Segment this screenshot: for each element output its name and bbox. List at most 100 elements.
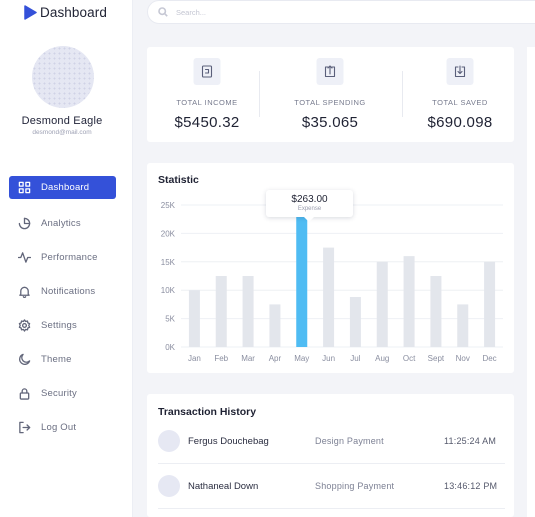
stat-divider xyxy=(402,71,403,117)
sidebar-item-settings[interactable]: Settings xyxy=(9,314,116,337)
stat-value: $5450.32 xyxy=(174,114,240,131)
y-tick-label: 20K xyxy=(161,229,176,238)
sidebar-item-label: Analytics xyxy=(41,218,81,229)
transaction-time: 13:46:12 PM xyxy=(444,481,498,491)
y-tick-label: 10K xyxy=(161,286,176,295)
bar-sept[interactable] xyxy=(430,276,442,347)
x-tick-label: Mar xyxy=(241,354,255,363)
x-tick-label: Jun xyxy=(322,354,335,363)
x-tick-label: Apr xyxy=(269,354,282,363)
activity-icon xyxy=(17,251,31,265)
sidebar-item-label: Notifications xyxy=(41,286,96,297)
stat-label: TOTAL SPENDING xyxy=(294,98,366,107)
y-tick-label: 0K xyxy=(165,343,175,352)
transaction-name: Nathaneal Down xyxy=(188,480,259,492)
statistic-bar-chart: 0K 5K 10K 15K 20K 25K Jan Feb Mar Apr May Jun Jul Aug… xyxy=(161,201,503,363)
sidebar-item-label: Theme xyxy=(41,354,72,365)
chart-tooltip: $263.00 Expense xyxy=(266,190,353,222)
brand-logo[interactable]: Dashboard xyxy=(24,3,107,21)
bar-aug[interactable] xyxy=(376,261,388,347)
sidebar: Dashboard Desmond Eagle desmond@mail.com… xyxy=(0,0,133,517)
sidebar-item-label: Security xyxy=(41,388,77,399)
wallet-icon xyxy=(193,58,221,85)
search-bar[interactable] xyxy=(147,0,535,24)
stat-total-income: TOTAL INCOME $5450.32 xyxy=(147,47,267,142)
bar-mar[interactable] xyxy=(242,276,254,347)
sidebar-item-notifications[interactable]: Notifications xyxy=(9,280,116,303)
stat-label: TOTAL SAVED xyxy=(432,98,488,107)
logout-icon xyxy=(17,421,31,435)
tooltip-label: Expense xyxy=(297,206,322,212)
stat-divider xyxy=(259,71,260,117)
search-icon xyxy=(158,7,168,17)
avatar xyxy=(158,475,180,497)
sidebar-item-dashboard[interactable]: Dashboard xyxy=(9,176,116,199)
sidebar-item-label: Log Out xyxy=(41,422,77,433)
grid-icon xyxy=(17,181,31,195)
brand-name: Dashboard xyxy=(40,4,107,20)
sidebar-item-analytics[interactable]: Analytics xyxy=(9,212,116,235)
stat-total-spending: TOTAL SPENDING $35.065 xyxy=(270,47,390,142)
row-divider xyxy=(158,508,505,509)
transaction-type: Shopping Payment xyxy=(315,481,395,491)
transaction-time: 11:25:24 AM xyxy=(444,436,497,446)
bar-nov[interactable] xyxy=(457,304,469,347)
transaction-type: Design Payment xyxy=(315,436,384,446)
bar-apr[interactable] xyxy=(269,304,281,347)
transactions-title: Transaction History xyxy=(158,406,257,418)
sidebar-item-label: Performance xyxy=(41,252,98,263)
sidebar-item-security[interactable]: Security xyxy=(9,382,116,405)
gear-icon xyxy=(17,319,31,333)
transaction-row[interactable]: Fergus Douchebag Design Payment 11:25:24… xyxy=(158,420,505,462)
transaction-name: Fergus Douchebag xyxy=(188,435,269,447)
y-tick-label: 15K xyxy=(161,258,176,267)
stat-value: $35.065 xyxy=(301,114,359,131)
search-input[interactable] xyxy=(176,7,476,17)
sidebar-item-log-out[interactable]: Log Out xyxy=(9,416,116,439)
sidebar-item-theme[interactable]: Theme xyxy=(9,348,116,371)
row-divider xyxy=(158,463,505,464)
y-tick-label: 25K xyxy=(161,201,176,210)
x-tick-label: Aug xyxy=(375,354,389,363)
x-tick-label: May xyxy=(294,354,309,363)
x-tick-label: Sept xyxy=(428,354,445,363)
user-name: Desmond Eagle xyxy=(21,115,103,127)
x-tick-label: Oct xyxy=(403,354,416,363)
bar-may[interactable] xyxy=(296,216,308,347)
statistic-chart-card: Statistic 0K 5K 10K 15K 20K 25K Jan Feb Mar Apr Ma… xyxy=(147,163,514,373)
moon-icon xyxy=(17,353,31,367)
x-tick-label: Dec xyxy=(482,354,496,363)
transaction-history-card: Transaction History Fergus Douchebag Des… xyxy=(147,394,514,517)
user-email: desmond@mail.com xyxy=(32,129,92,136)
x-tick-label: Jul xyxy=(350,354,360,363)
tooltip-value: $263.00 xyxy=(291,194,328,205)
bar-dec[interactable] xyxy=(484,261,496,347)
download-box-icon xyxy=(446,58,474,85)
bar-oct[interactable] xyxy=(403,256,415,347)
stats-card: TOTAL INCOME $5450.32 TOTAL SPENDING $35… xyxy=(147,47,514,142)
sidebar-item-label: Settings xyxy=(41,320,77,331)
stat-label: TOTAL INCOME xyxy=(176,98,238,107)
user-avatar[interactable] xyxy=(32,46,94,108)
pie-chart-icon xyxy=(17,217,31,231)
bell-icon xyxy=(17,285,31,299)
bar-jul[interactable] xyxy=(349,297,361,347)
x-tick-label: Nov xyxy=(456,354,470,363)
upload-box-icon xyxy=(316,58,344,85)
stat-total-saved: TOTAL SAVED $690.098 xyxy=(400,47,520,142)
play-logo-icon xyxy=(24,4,37,20)
sidebar-item-label: Dashboard xyxy=(41,182,90,193)
right-panel-edge xyxy=(527,47,535,517)
x-tick-label: Jan xyxy=(188,354,201,363)
avatar xyxy=(158,430,180,452)
x-tick-label: Feb xyxy=(214,354,228,363)
lock-icon xyxy=(17,387,31,401)
bar-feb[interactable] xyxy=(215,276,227,347)
sidebar-item-performance[interactable]: Performance xyxy=(9,246,116,269)
bar-jun[interactable] xyxy=(323,247,335,347)
stat-value: $690.098 xyxy=(427,114,493,131)
y-tick-label: 5K xyxy=(165,315,175,324)
bar-jan[interactable] xyxy=(188,290,200,347)
chart-title: Statistic xyxy=(158,174,199,186)
transaction-row[interactable]: Nathaneal Down Shopping Payment 13:46:12… xyxy=(158,465,505,507)
